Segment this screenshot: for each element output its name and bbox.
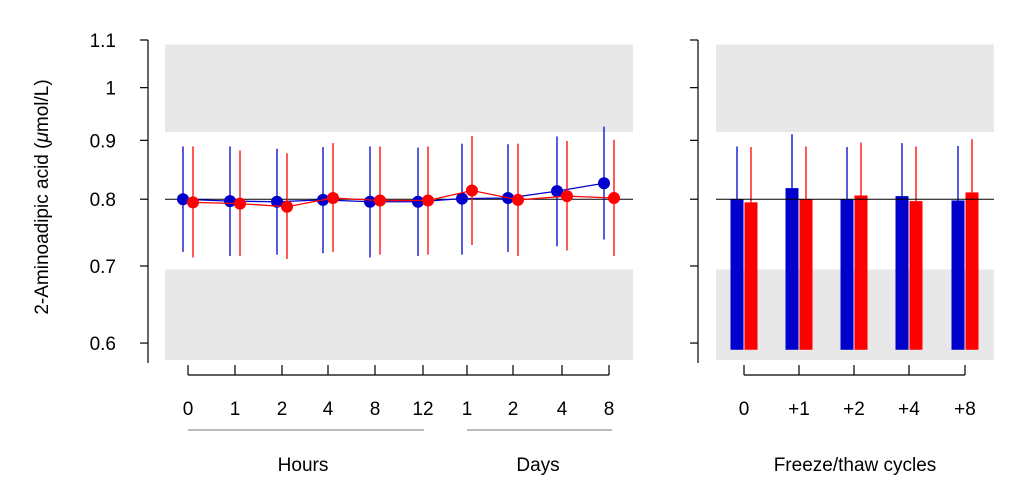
bar (799, 199, 813, 350)
y-tick-label: 1 (105, 79, 116, 100)
x-tick-label: 8 (604, 399, 615, 420)
series-line (182, 182, 605, 203)
x-tick-label: 0 (183, 399, 194, 420)
y-tick-label: 1.1 (90, 31, 116, 52)
data-point (271, 195, 283, 208)
data-point (456, 192, 468, 205)
reference-band (165, 269, 633, 360)
bar (840, 199, 854, 350)
data-point (551, 185, 563, 198)
data-point (224, 195, 236, 208)
y-tick-label: 0.8 (90, 190, 116, 211)
bar (854, 195, 868, 350)
x-tick-label: +4 (898, 399, 920, 420)
data-point (374, 194, 386, 207)
x-axis-label: Freeze/thaw cycles (774, 455, 937, 476)
group-label-hours: Hours (278, 455, 329, 476)
data-point (177, 193, 189, 206)
data-point (327, 191, 339, 204)
x-tick-label: 12 (412, 399, 433, 420)
data-point (561, 190, 573, 203)
x-tick-label: +2 (843, 399, 865, 420)
bar (965, 192, 979, 350)
bar (785, 188, 799, 350)
data-point (466, 184, 478, 197)
x-tick-label: 4 (323, 399, 334, 420)
data-point (422, 194, 434, 207)
data-point (598, 177, 610, 190)
freeze-thaw-panel: 0 +1 +2 +4 +8 Freeze/thaw cycles (690, 39, 994, 476)
x-tick-label: 2 (508, 399, 519, 420)
x-tick-label: 0 (739, 399, 750, 420)
bar (951, 200, 965, 350)
y-tick-label: 0.9 (90, 131, 116, 152)
data-point (364, 195, 376, 208)
x-tick-label: +8 (954, 399, 976, 420)
data-point (512, 193, 524, 206)
x-tick-label: 1 (462, 399, 473, 420)
group-label-days: Days (516, 455, 559, 476)
y-tick-label: 0.6 (90, 334, 116, 355)
reference-band (716, 44, 994, 133)
data-point (281, 200, 293, 213)
y-axis-label: 2-Aminoadipic acid (μmol/L) (32, 79, 53, 314)
bar (909, 201, 923, 350)
series-line (192, 189, 615, 208)
data-point (608, 191, 620, 204)
bar (730, 199, 744, 350)
x-tick-label: 8 (370, 399, 381, 420)
reference-band (165, 44, 633, 133)
bar (895, 196, 909, 350)
bar (744, 202, 758, 350)
data-point (412, 195, 424, 208)
x-tick-label: +1 (788, 399, 810, 420)
x-tick-label: 1 (230, 399, 241, 420)
data-point (234, 197, 246, 210)
y-tick-label: 0.7 (90, 257, 116, 278)
data-point (187, 196, 199, 209)
x-tick-label: 2 (277, 399, 288, 420)
x-tick-label: 4 (557, 399, 568, 420)
